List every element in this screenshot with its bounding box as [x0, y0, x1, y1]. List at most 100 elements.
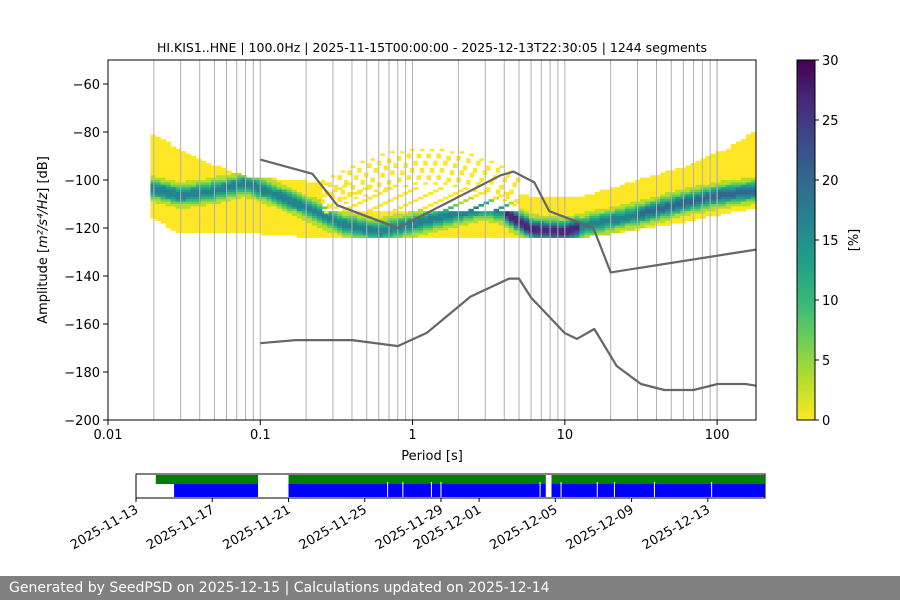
heatmap-cell: [599, 232, 606, 236]
heatmap-cell: [685, 199, 691, 202]
heatmap-cell: [710, 199, 717, 202]
heatmap-cell: [362, 218, 368, 222]
heatmap-cell: [226, 187, 232, 190]
heatmap-cell: [508, 213, 515, 217]
heatmap-cell: [342, 235, 348, 238]
heatmap-cell: [518, 204, 525, 207]
heatmap-cell: [725, 204, 732, 207]
heatmap-cell: [604, 196, 611, 200]
heatmap-cell: [549, 232, 555, 236]
heatmap-cell: [170, 206, 177, 210]
heatmap-cell: [231, 192, 237, 195]
heatmap-cell: [165, 148, 172, 152]
heatmap-cell: [705, 182, 711, 186]
heatmap-cell: [266, 208, 272, 212]
heatmap-cell: [715, 175, 722, 178]
heatmap-cell: [745, 199, 752, 202]
heatmap-cell: [579, 235, 585, 238]
heatmap-cell: [438, 235, 444, 238]
heatmap-cell: [251, 182, 257, 186]
heatmap-cell: [498, 232, 505, 236]
heatmap-cell: [705, 192, 711, 195]
heatmap-cell: [549, 213, 555, 217]
heatmap-cell: [599, 220, 606, 224]
heatmap-cell: [417, 230, 424, 234]
heatmap-cell: [725, 158, 732, 162]
heatmap-cell: [185, 201, 192, 205]
heatmap-cell: [740, 170, 747, 174]
heatmap-cell: [735, 208, 742, 212]
heatmap-cell: [685, 208, 691, 212]
heatmap-cell: [417, 228, 424, 231]
heatmap-cell: [730, 180, 737, 183]
heatmap-cell: [170, 218, 177, 222]
heatmap-cell: [150, 160, 156, 164]
heatmap-cell: [296, 199, 303, 202]
heatmap-cell: [256, 201, 262, 205]
heatmap-cell: [327, 230, 333, 234]
heatmap-cell: [466, 160, 471, 164]
heatmap-cell: [170, 175, 177, 178]
heatmap-cell: [306, 182, 313, 186]
heatmap-cell: [276, 182, 283, 186]
timeline-range-bar: [155, 475, 258, 484]
heatmap-cell: [745, 204, 752, 207]
heatmap-cell: [190, 175, 197, 178]
heatmap-cell: [488, 218, 494, 222]
heatmap-cell: [251, 223, 257, 226]
heatmap-cell: [261, 220, 267, 224]
heatmap-cell: [478, 192, 484, 195]
heatmap-cell: [316, 235, 323, 238]
heatmap-cell: [483, 201, 489, 205]
heatmap-cell: [407, 228, 414, 231]
heatmap-cell: [150, 175, 156, 178]
heatmap-cell: [458, 232, 464, 236]
heatmap-cell: [725, 156, 732, 159]
heatmap-cell: [639, 206, 646, 210]
heatmap-cell: [725, 211, 732, 214]
heatmap-cell: [150, 144, 156, 147]
heatmap-cell: [362, 211, 368, 214]
heatmap-cell: [528, 206, 535, 210]
heatmap-cell: [624, 187, 631, 190]
heatmap-cell: [185, 192, 192, 195]
heatmap-cell: [261, 213, 267, 217]
heatmap-cell: [725, 160, 732, 164]
heatmap-cell: [579, 220, 585, 224]
heatmap-cell: [216, 228, 222, 231]
heatmap-cell: [195, 177, 202, 181]
heatmap-cell: [337, 199, 342, 202]
heatmap-cell: [316, 196, 323, 200]
heatmap-cell: [448, 206, 454, 210]
heatmap-cell: [251, 199, 257, 202]
heatmap-cell: [165, 177, 172, 181]
heatmap-cell: [735, 184, 742, 188]
heatmap-cell: [505, 196, 511, 200]
heatmap-cell: [725, 165, 732, 169]
heatmap-cell: [700, 184, 706, 188]
heatmap-cell: [387, 211, 394, 214]
heatmap-cell: [266, 201, 272, 205]
heatmap-cell: [700, 201, 706, 205]
heatmap-cell: [266, 180, 272, 183]
heatmap-cell: [594, 230, 600, 234]
heatmap-cell: [448, 223, 454, 226]
heatmap-cell: [392, 216, 399, 219]
heatmap-cell: [160, 139, 166, 142]
heatmap-cell: [392, 211, 399, 214]
heatmap-cell: [296, 213, 303, 217]
heatmap-cell: [231, 206, 237, 210]
heatmap-cell: [604, 213, 611, 217]
heatmap-cell: [256, 216, 262, 219]
heatmap-cell: [503, 204, 510, 207]
heatmap-cell: [574, 206, 580, 210]
heatmap-cell: [604, 192, 611, 195]
heatmap-cell: [155, 204, 161, 207]
heatmap-cell: [393, 165, 399, 168]
heatmap-cell: [423, 160, 428, 164]
heatmap-cell: [266, 194, 272, 198]
heatmap-cell: [200, 160, 207, 164]
heatmap-cell: [559, 204, 565, 207]
heatmap-cell: [644, 184, 651, 188]
heatmap-cell: [400, 170, 405, 173]
